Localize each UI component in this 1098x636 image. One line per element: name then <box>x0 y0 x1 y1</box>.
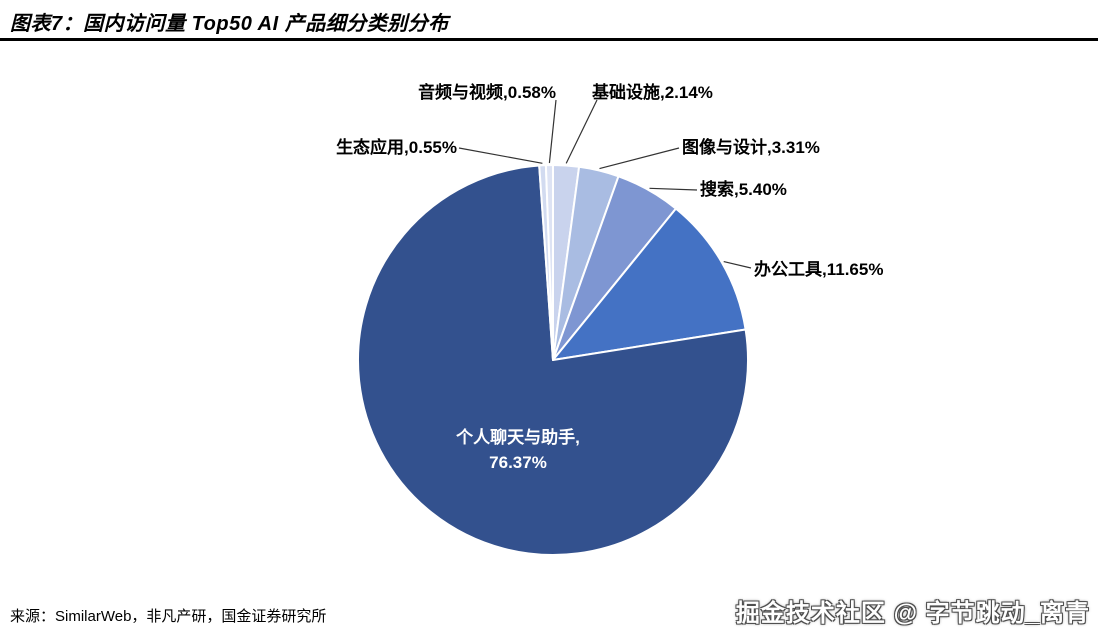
pie-slice-office-tools <box>552 207 747 361</box>
pie-chart: 音频与视频,0.58% 基础设施,2.14% 生态应用,0.55% 图像与设计,… <box>0 50 1098 570</box>
leader-line-ecosystem-apps <box>458 147 543 164</box>
slice-label-infrastructure: 基础设施,2.14% <box>592 83 713 102</box>
leader-line-audio-video <box>548 99 557 164</box>
leader-line-search <box>649 187 698 191</box>
source-note: 来源：SimilarWeb，非凡产研，国金证券研究所 <box>10 608 327 625</box>
leader-line-office-tools <box>723 261 752 269</box>
leader-line-image-design <box>599 147 680 170</box>
pie-slice-audio-video <box>544 163 554 361</box>
slice-label-search: 搜索,5.40% <box>700 180 787 199</box>
pie-svg <box>357 99 752 557</box>
watermark: 掘金技术社区 @ 字节跳动_离青 <box>735 600 1090 627</box>
inner-label-line2: 76.37% <box>489 452 547 472</box>
slice-label-office-tools: 办公工具,11.65% <box>754 260 884 279</box>
figure-header: 图表7：国内访问量 Top50 AI 产品细分类别分布 <box>0 0 1098 41</box>
slice-label-personal-chat-assistant: 个人聊天与助手, 76.37% <box>418 426 618 475</box>
figure-title: 图表7：国内访问量 Top50 AI 产品细分类别分布 <box>10 13 449 35</box>
slice-label-audio-video: 音频与视频,0.58% <box>418 83 556 102</box>
slice-label-ecosystem-apps: 生态应用,0.55% <box>336 138 457 157</box>
leader-line-infrastructure <box>565 99 598 164</box>
slice-label-image-design: 图像与设计,3.31% <box>682 138 820 157</box>
inner-label-line1: 个人聊天与助手, <box>456 428 580 447</box>
